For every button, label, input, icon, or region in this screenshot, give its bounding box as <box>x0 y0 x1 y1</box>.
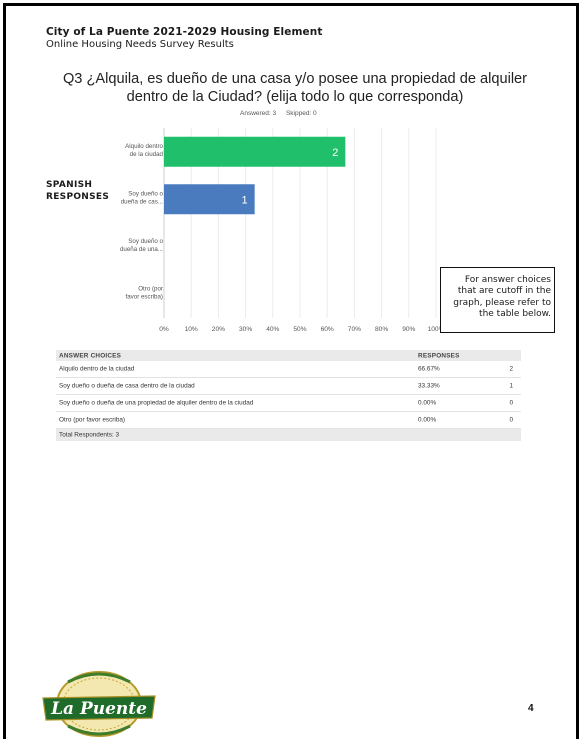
results-table: ANSWER CHOICES RESPONSES Alquilo dentro … <box>56 350 521 441</box>
table-row: Soy dueño o dueña de casa dentro de la c… <box>56 378 521 395</box>
x-tick-label: 50% <box>293 326 306 333</box>
x-tick-label: 0% <box>159 326 169 333</box>
answered-count: Answered: 3 <box>240 110 277 117</box>
category-label: favor escriba) <box>126 293 163 300</box>
skipped-count: Skipped: 0 <box>285 110 317 117</box>
bar <box>164 136 346 167</box>
table-row: Otro (por favor escriba) 0.00% 0 <box>56 412 521 429</box>
header-answer-choices: ANSWER CHOICES <box>59 352 122 359</box>
la-puente-logo: La Puente <box>42 671 156 737</box>
response-count-cell: 0 <box>509 416 513 424</box>
x-tick-label: 40% <box>266 326 279 333</box>
category-label: dueña de una... <box>120 246 163 253</box>
response-percent-cell: 33.33% <box>418 382 440 390</box>
category-label: dueña de cas... <box>121 198 164 205</box>
x-tick-label: 70% <box>348 326 361 333</box>
x-tick-label: 60% <box>321 326 334 333</box>
response-percent-cell: 0.00% <box>418 416 437 424</box>
x-tick-label: 10% <box>185 326 198 333</box>
response-count-cell: 1 <box>509 382 513 390</box>
table-body: Alquilo dentro de la ciudad 66.67% 2 Soy du… <box>56 361 521 429</box>
category-label: Soy dueño o <box>128 190 163 197</box>
bar-value-label: 1 <box>242 194 248 206</box>
table-row: Soy dueño o dueña de una propiedad de al… <box>56 395 521 412</box>
x-tick-label: 90% <box>402 326 415 333</box>
bar-value-label: 2 <box>332 147 338 159</box>
page-number: 4 <box>528 703 534 714</box>
category-label: Alquilo dentro <box>125 143 163 150</box>
bar <box>164 184 255 215</box>
section-label-line2: RESPONSES <box>46 192 110 202</box>
table-header-row: ANSWER CHOICES RESPONSES <box>56 350 521 361</box>
header-responses: RESPONSES <box>418 352 460 359</box>
survey-question: Q3 ¿Alquila, es dueño de una casa y/o po… <box>62 71 528 105</box>
answer-choice-cell: Otro (por favor escriba) <box>59 416 126 424</box>
category-label: Soy dueño o <box>128 238 163 245</box>
response-percent-cell: 0.00% <box>418 399 437 407</box>
response-percent-cell: 66.67% <box>418 365 440 373</box>
category-label: de la ciudad <box>130 151 164 158</box>
x-tick-label: 100% <box>428 326 445 333</box>
x-tick-label: 30% <box>239 326 252 333</box>
page-border <box>3 3 579 739</box>
bar-chart: 0% 10% 20% 30% 40% 50% 60% 70% 80% 90% 100% Alquilo… <box>120 128 445 333</box>
document-title: City of La Puente 2021-2029 Housing Elem… <box>46 26 323 38</box>
table-row: Alquilo dentro de la ciudad 66.67% 2 <box>56 361 521 378</box>
section-label-line1: SPANISH <box>46 180 93 190</box>
answer-choice-cell: Soy dueño o dueña de una propiedad de al… <box>59 399 254 407</box>
document-subtitle: Online Housing Needs Survey Results <box>46 39 234 50</box>
total-respondents: Total Respondents: 3 <box>59 431 120 439</box>
cutoff-note-box: For answer choices that are cutoff in th… <box>440 267 555 333</box>
x-tick-label: 20% <box>212 326 225 333</box>
response-count-cell: 0 <box>509 399 513 407</box>
section-label: SPANISH RESPONSES <box>46 179 109 203</box>
table-footer-row: Total Respondents: 3 <box>56 429 521 441</box>
x-tick-label: 80% <box>375 326 388 333</box>
category-label: Otro (por <box>138 285 163 292</box>
svg-text:La Puente: La Puente <box>50 699 147 719</box>
response-count-cell: 2 <box>509 365 513 373</box>
answer-choice-cell: Alquilo dentro de la ciudad <box>59 365 135 373</box>
answer-choice-cell: Soy dueño o dueña de casa dentro de la c… <box>59 382 195 390</box>
response-stats: Answered: 3 Skipped: 0 <box>240 110 325 117</box>
